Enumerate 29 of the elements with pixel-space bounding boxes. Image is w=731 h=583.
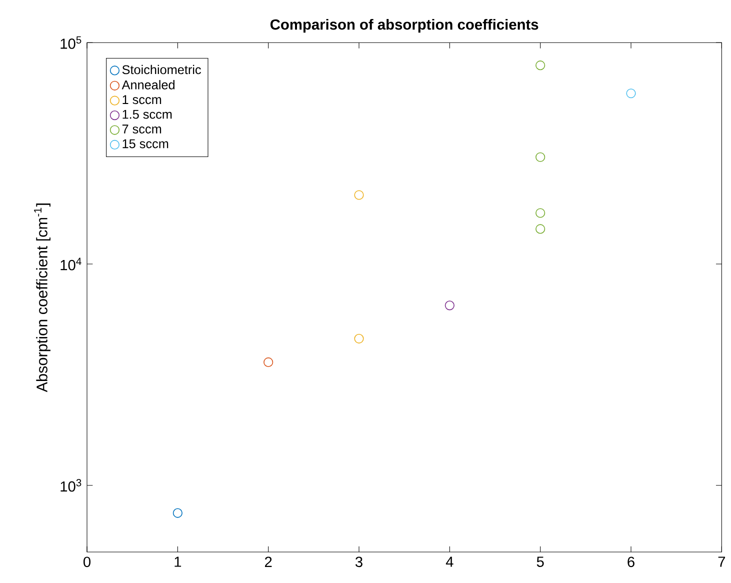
point (536, 152, 546, 162)
legend-label: 7 sccm (122, 124, 162, 134)
point (536, 224, 546, 234)
legend-label: Stoichiometric (122, 64, 201, 74)
point (264, 357, 274, 368)
point (354, 334, 364, 344)
point (626, 88, 636, 98)
x-tick-label: 0 (83, 556, 90, 568)
point (536, 60, 546, 70)
y-tick-label: 10$^{4}$ (60, 258, 82, 270)
x-tick-label: 5 (536, 556, 544, 567)
x-tick-label: 2 (264, 556, 272, 567)
y-tick-label: 10$^{5}$ (60, 36, 82, 49)
point (172, 508, 182, 518)
x-tick-label: 6 (628, 556, 634, 568)
legend-label: 15 sccm (122, 139, 168, 148)
legend-label: 1.5 sccm (122, 110, 172, 119)
x-tick-label: 3 (355, 556, 362, 568)
point (536, 208, 546, 218)
legend-label: 1 sccm (122, 95, 162, 104)
chart-title: Comparison of absorption coefficients (270, 18, 538, 33)
point (444, 300, 454, 310)
y-tick-label: 10$^{3}$ (60, 479, 82, 492)
x-tick-label: 7 (718, 556, 726, 567)
y-axis-title: Absorption coefficient [cm$^{-1}$] (34, 204, 50, 392)
point (354, 190, 364, 200)
x-tick-label: 1 (174, 556, 182, 567)
legend-label: Annealed (122, 80, 174, 90)
x-tick-label: 4 (446, 556, 454, 567)
